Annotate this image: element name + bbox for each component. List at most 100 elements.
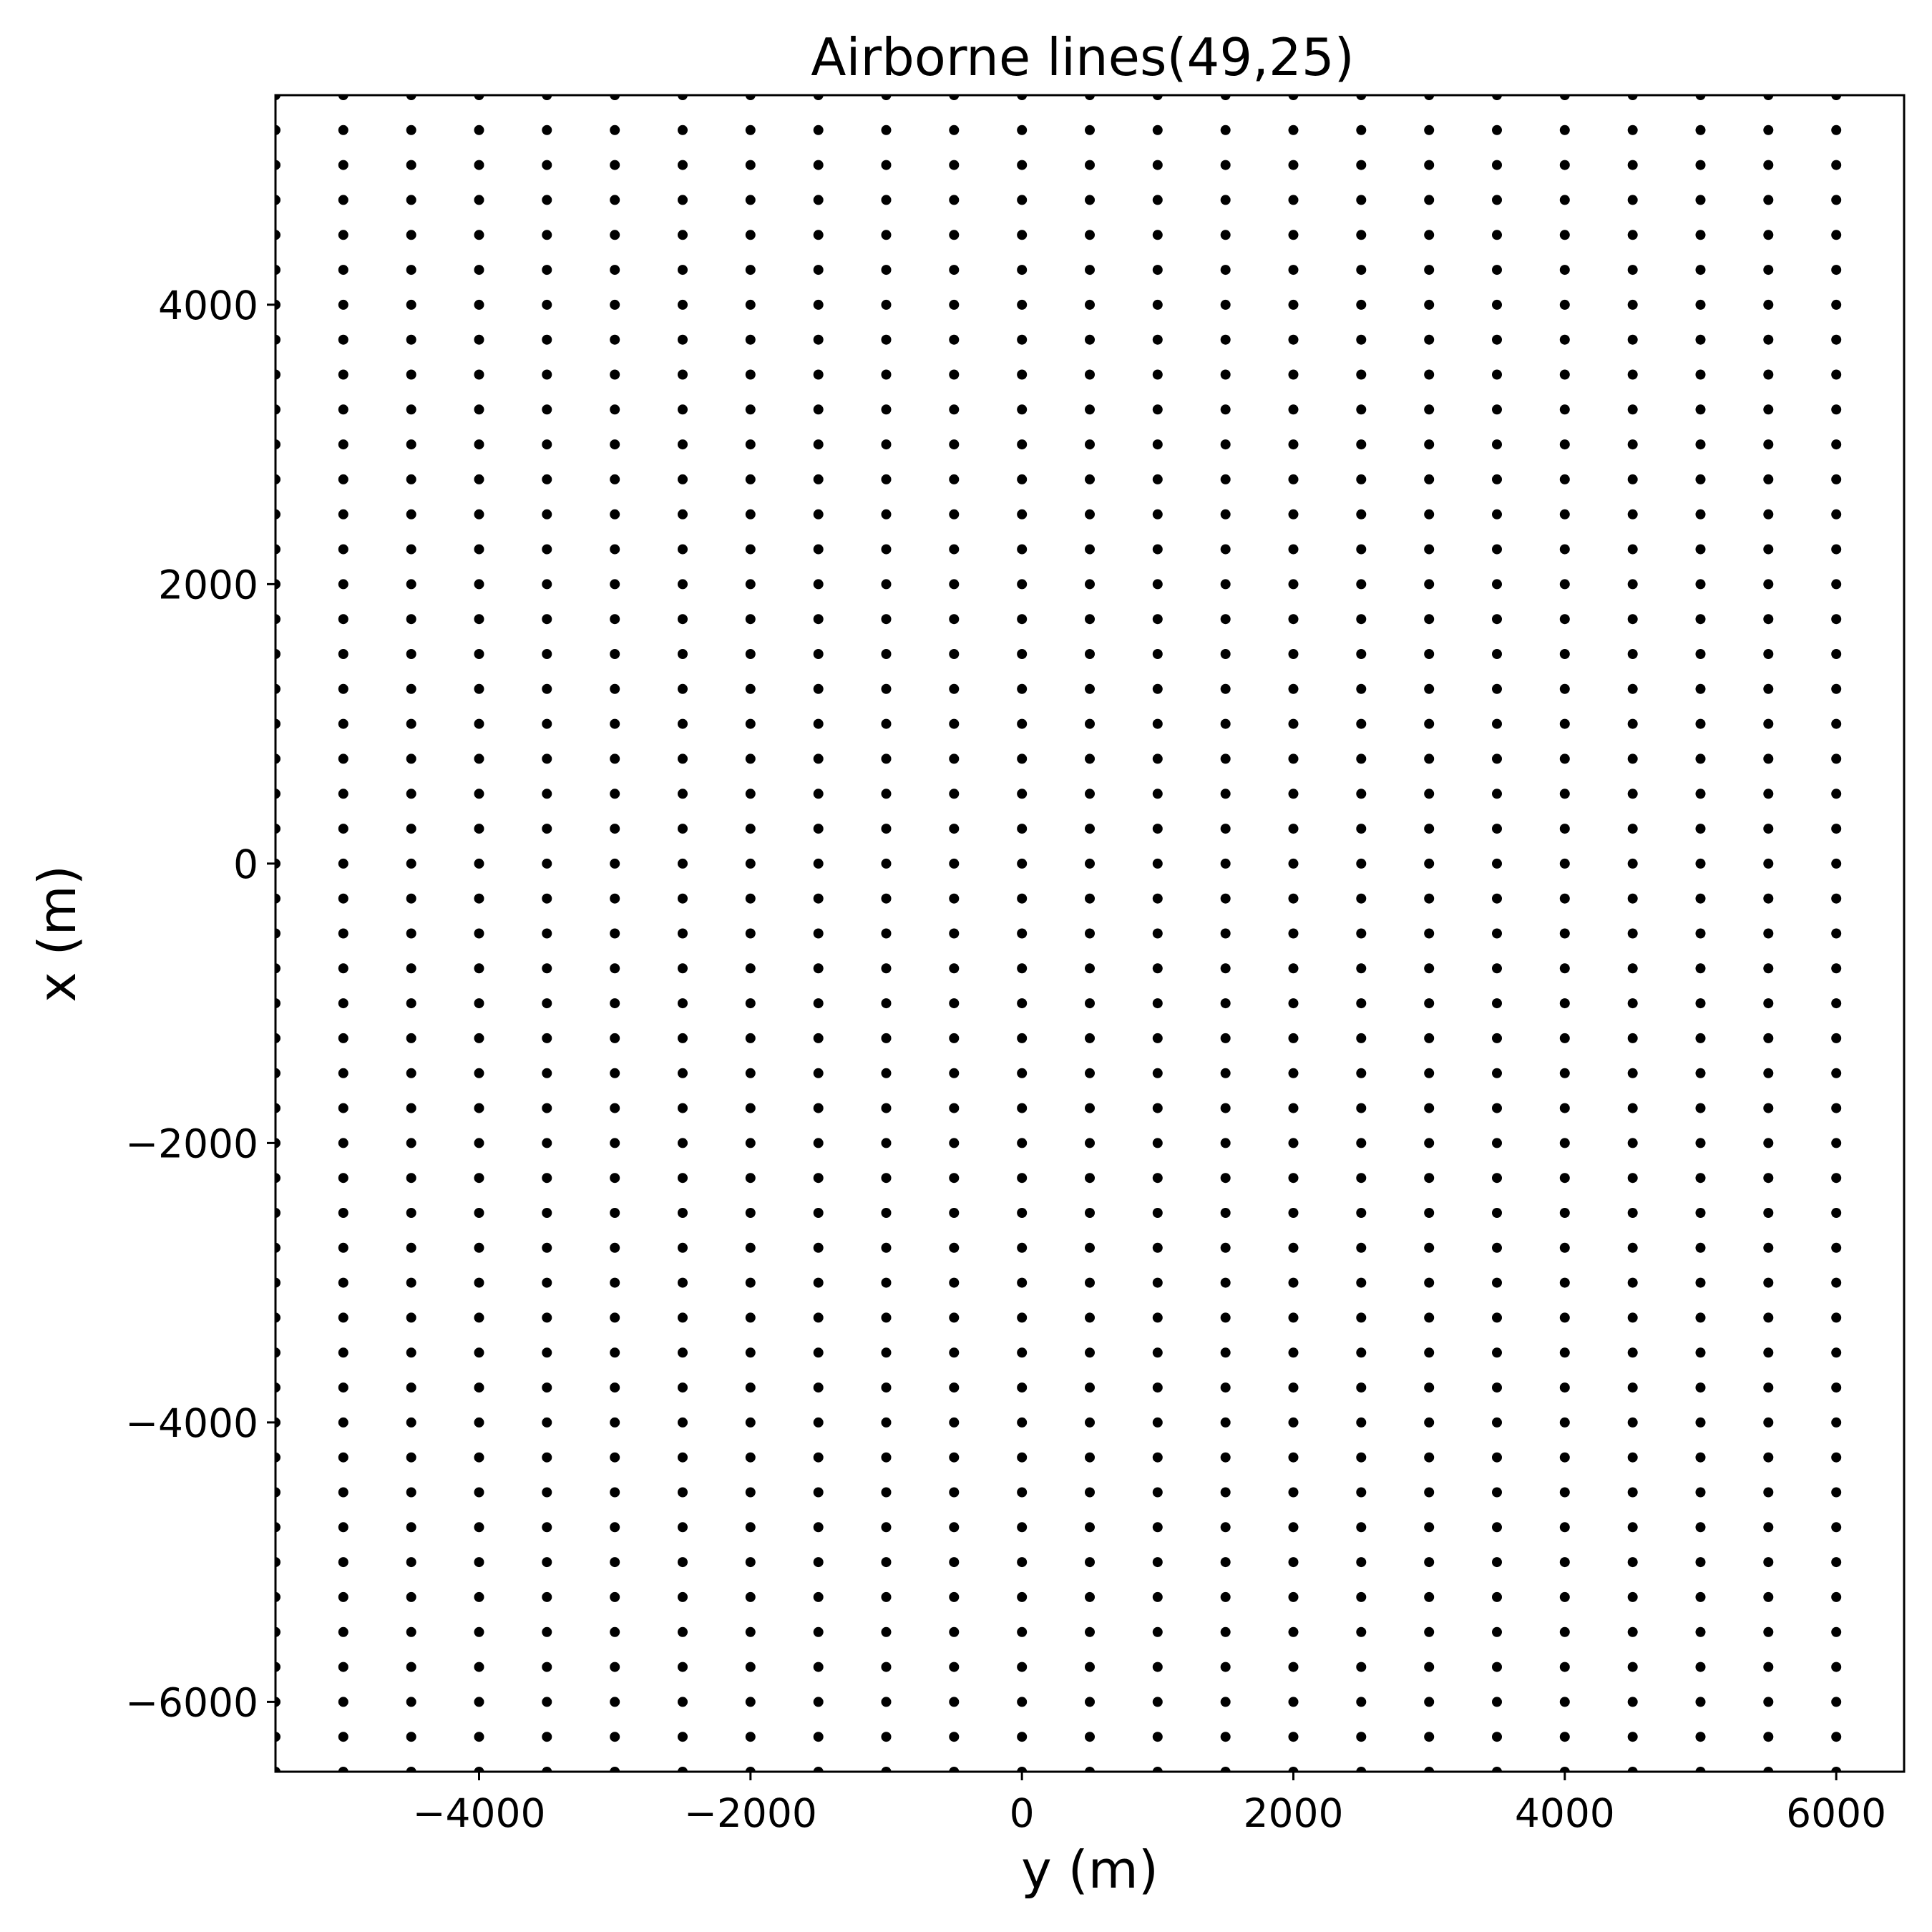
data-point xyxy=(1763,1173,1774,1184)
data-point xyxy=(406,474,416,484)
data-point xyxy=(1559,928,1570,939)
data-point xyxy=(1152,683,1163,694)
data-point xyxy=(745,649,756,659)
data-point xyxy=(406,893,416,904)
data-point xyxy=(1220,1103,1231,1113)
data-point xyxy=(406,579,416,590)
data-point xyxy=(474,1277,484,1288)
data-point xyxy=(1559,614,1570,625)
data-point xyxy=(881,509,892,519)
data-point xyxy=(1695,1522,1706,1533)
data-point xyxy=(745,1697,756,1707)
data-point xyxy=(678,614,688,625)
data-point xyxy=(745,1068,756,1078)
data-point xyxy=(406,789,416,799)
data-point xyxy=(474,1033,484,1043)
data-point xyxy=(1220,404,1231,415)
data-point xyxy=(1152,1697,1163,1707)
data-point xyxy=(406,1208,416,1218)
data-point xyxy=(406,718,416,729)
data-point xyxy=(1695,404,1706,415)
data-point xyxy=(1695,1277,1706,1288)
data-point xyxy=(881,858,892,869)
data-point xyxy=(678,928,688,939)
data-point xyxy=(813,509,824,519)
data-point xyxy=(881,1662,892,1672)
data-point xyxy=(1492,1173,1502,1184)
data-point xyxy=(1356,544,1367,555)
data-point xyxy=(881,1732,892,1742)
data-point xyxy=(1559,1522,1570,1533)
data-point xyxy=(1288,1522,1299,1533)
data-point xyxy=(542,1487,552,1498)
data-point xyxy=(1492,230,1502,240)
data-point xyxy=(745,1417,756,1428)
data-point xyxy=(881,1277,892,1288)
data-point xyxy=(1356,474,1367,484)
data-point xyxy=(1492,1277,1502,1288)
data-point xyxy=(406,230,416,240)
data-point xyxy=(338,369,348,380)
data-point xyxy=(678,1522,688,1533)
x-tick-label: −2000 xyxy=(684,1790,817,1836)
data-point xyxy=(1017,1312,1028,1323)
data-point xyxy=(474,265,484,275)
data-point xyxy=(1085,1208,1095,1218)
data-point xyxy=(474,858,484,869)
data-point xyxy=(610,1277,620,1288)
data-point xyxy=(1424,718,1435,729)
data-point xyxy=(610,1697,620,1707)
data-point xyxy=(1627,614,1638,625)
data-point xyxy=(745,160,756,170)
data-point xyxy=(1220,614,1231,625)
data-point xyxy=(1017,230,1028,240)
data-point xyxy=(1424,125,1435,135)
x-tick-label: 0 xyxy=(1010,1790,1035,1836)
data-point xyxy=(474,1452,484,1463)
data-point xyxy=(406,299,416,310)
data-point xyxy=(1424,998,1435,1009)
data-point xyxy=(745,963,756,974)
data-point xyxy=(745,195,756,205)
data-point xyxy=(1492,893,1502,904)
data-point xyxy=(1559,439,1570,450)
data-point xyxy=(406,1662,416,1672)
data-point xyxy=(1695,160,1706,170)
data-point xyxy=(1017,718,1028,729)
data-point xyxy=(1559,230,1570,240)
data-point xyxy=(678,95,688,100)
data-point xyxy=(275,125,280,135)
data-point xyxy=(1356,649,1367,659)
data-point xyxy=(275,649,280,659)
data-point xyxy=(1559,1277,1570,1288)
data-point xyxy=(1152,1208,1163,1218)
data-point xyxy=(1627,579,1638,590)
data-point xyxy=(1424,1591,1435,1602)
data-point xyxy=(406,1522,416,1533)
data-point xyxy=(610,928,620,939)
data-point xyxy=(338,1732,348,1742)
data-point xyxy=(1356,404,1367,415)
data-point xyxy=(813,230,824,240)
data-point xyxy=(1559,1767,1570,1772)
data-point xyxy=(542,1767,552,1772)
data-point xyxy=(1017,474,1028,484)
data-point xyxy=(1220,753,1231,764)
data-point xyxy=(678,1452,688,1463)
plot-frame xyxy=(274,94,1906,1773)
data-point xyxy=(813,1312,824,1323)
data-point xyxy=(745,95,756,100)
data-point xyxy=(338,1103,348,1113)
data-point xyxy=(542,824,552,834)
data-point xyxy=(1085,1522,1095,1533)
data-point xyxy=(338,614,348,625)
data-point xyxy=(1017,1417,1028,1428)
data-point xyxy=(474,1208,484,1218)
data-point xyxy=(1695,1732,1706,1742)
data-point xyxy=(949,824,960,834)
data-point xyxy=(1085,649,1095,659)
data-point xyxy=(610,963,620,974)
data-point xyxy=(881,95,892,100)
data-point xyxy=(678,753,688,764)
data-point xyxy=(1831,544,1842,555)
